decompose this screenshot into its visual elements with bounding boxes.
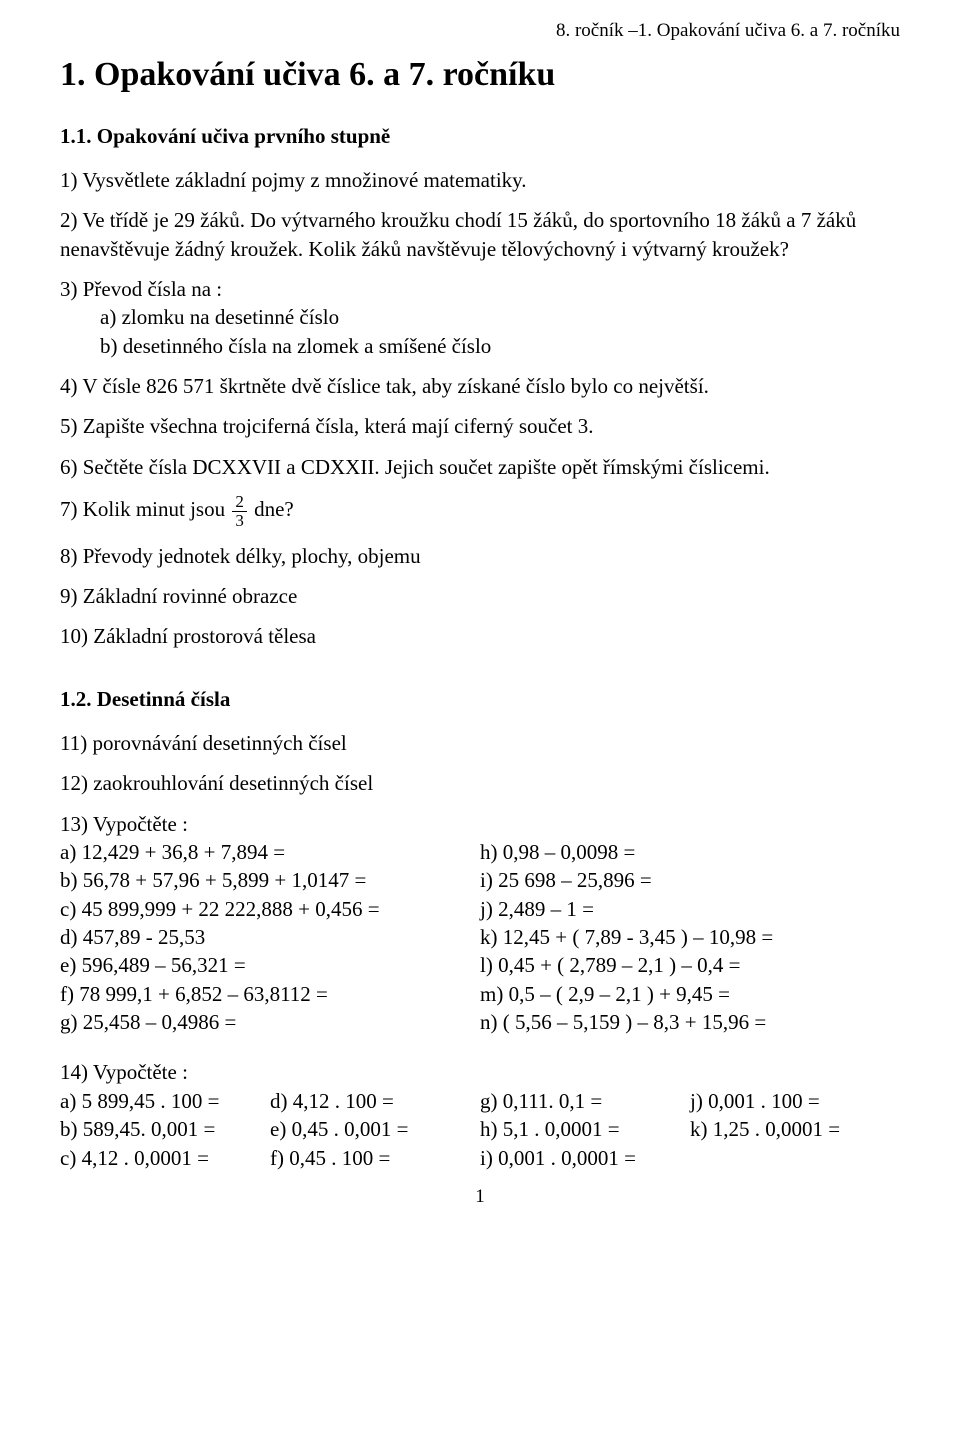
question-14-col2: d) 4,12 . 100 = e) 0,45 . 0,001 = f) 0,4… [270, 1087, 480, 1172]
q13a: a) 12,429 + 36,8 + 7,894 = [60, 838, 480, 866]
question-3-group: 3) Převod čísla na : a) zlomku na deseti… [60, 275, 900, 360]
question-7-pre: 7) Kolik minut jsou [60, 497, 230, 521]
q14d: d) 4,12 . 100 = [270, 1087, 480, 1115]
q13g: g) 25,458 – 0,4986 = [60, 1008, 480, 1036]
question-3b: b) desetinného čísla na zlomek a smíšené… [100, 332, 900, 360]
fraction-denominator: 3 [232, 512, 247, 530]
fraction-2-3: 2 3 [232, 493, 247, 530]
question-14-col3: g) 0,111. 0,1 = h) 5,1 . 0,0001 = i) 0,0… [480, 1087, 690, 1172]
q13c: c) 45 899,999 + 22 222,888 + 0,456 = [60, 895, 480, 923]
q13e: e) 596,489 – 56,321 = [60, 951, 480, 979]
q14k: k) 1,25 . 0,0001 = [690, 1115, 900, 1143]
q13b: b) 56,78 + 57,96 + 5,899 + 1,0147 = [60, 866, 480, 894]
q13j: j) 2,489 – 1 = [480, 895, 900, 923]
document-page: 8. ročník –1. Opakování učiva 6. a 7. ro… [0, 0, 960, 1444]
question-14-col4: j) 0,001 . 100 = k) 1,25 . 0,0001 = [690, 1087, 900, 1172]
question-6: 6) Sečtěte čísla DCXXVII a CDXXII. Jejic… [60, 453, 900, 481]
question-3: 3) Převod čísla na : [60, 275, 900, 303]
q14e: e) 0,45 . 0,001 = [270, 1115, 480, 1143]
question-3a: a) zlomku na desetinné číslo [100, 303, 900, 331]
question-4: 4) V čísle 826 571 škrtněte dvě číslice … [60, 372, 900, 400]
question-9: 9) Základní rovinné obrazce [60, 582, 900, 610]
q14a: a) 5 899,45 . 100 = [60, 1087, 270, 1115]
q14i: i) 0,001 . 0,0001 = [480, 1144, 690, 1172]
q14b: b) 589,45. 0,001 = [60, 1115, 270, 1143]
question-14-group: 14) Vypočtěte : a) 5 899,45 . 100 = b) 5… [60, 1058, 900, 1171]
question-11: 11) porovnávání desetinných čísel [60, 729, 900, 757]
q14h: h) 5,1 . 0,0001 = [480, 1115, 690, 1143]
question-7: 7) Kolik minut jsou 2 3 dne? [60, 493, 900, 530]
fraction-numerator: 2 [232, 493, 247, 512]
question-13-col-left: a) 12,429 + 36,8 + 7,894 = b) 56,78 + 57… [60, 838, 480, 1036]
q14c: c) 4,12 . 0,0001 = [60, 1144, 270, 1172]
page-title: 1. Opakování učiva 6. a 7. ročníku [60, 52, 900, 98]
section-1-1-heading: 1.1. Opakování učiva prvního stupně [60, 122, 900, 150]
question-13-col-right: h) 0,98 – 0,0098 = i) 25 698 – 25,896 = … [480, 838, 900, 1036]
question-13-group: 13) Vypočtěte : a) 12,429 + 36,8 + 7,894… [60, 810, 900, 1037]
q14g: g) 0,111. 0,1 = [480, 1087, 690, 1115]
question-13-columns: a) 12,429 + 36,8 + 7,894 = b) 56,78 + 57… [60, 838, 900, 1036]
question-12: 12) zaokrouhlování desetinných čísel [60, 769, 900, 797]
q13l: l) 0,45 + ( 2,789 – 2,1 ) – 0,4 = [480, 951, 900, 979]
q13d: d) 457,89 - 25,53 [60, 923, 480, 951]
q13h: h) 0,98 – 0,0098 = [480, 838, 900, 866]
question-14-col1: a) 5 899,45 . 100 = b) 589,45. 0,001 = c… [60, 1087, 270, 1172]
q14f: f) 0,45 . 100 = [270, 1144, 480, 1172]
question-1: 1) Vysvětlete základní pojmy z množinové… [60, 166, 900, 194]
q13n: n) ( 5,56 – 5,159 ) – 8,3 + 15,96 = [480, 1008, 900, 1036]
section-1-2-heading: 1.2. Desetinná čísla [60, 685, 900, 713]
question-14-columns: a) 5 899,45 . 100 = b) 589,45. 0,001 = c… [60, 1087, 900, 1172]
question-2: 2) Ve třídě je 29 žáků. Do výtvarného kr… [60, 206, 900, 263]
question-8: 8) Převody jednotek délky, plochy, objem… [60, 542, 900, 570]
q13i: i) 25 698 – 25,896 = [480, 866, 900, 894]
question-5: 5) Zapište všechna trojciferná čísla, kt… [60, 412, 900, 440]
question-14-head: 14) Vypočtěte : [60, 1058, 900, 1086]
q13k: k) 12,45 + ( 7,89 - 3,45 ) – 10,98 = [480, 923, 900, 951]
question-13-head: 13) Vypočtěte : [60, 810, 900, 838]
q13f: f) 78 999,1 + 6,852 – 63,8112 = [60, 980, 480, 1008]
page-number: 1 [60, 1184, 900, 1210]
q14j: j) 0,001 . 100 = [690, 1087, 900, 1115]
question-10: 10) Základní prostorová tělesa [60, 622, 900, 650]
question-7-post: dne? [254, 497, 294, 521]
q13m: m) 0,5 – ( 2,9 – 2,1 ) + 9,45 = [480, 980, 900, 1008]
running-header: 8. ročník –1. Opakování učiva 6. a 7. ro… [60, 18, 900, 44]
